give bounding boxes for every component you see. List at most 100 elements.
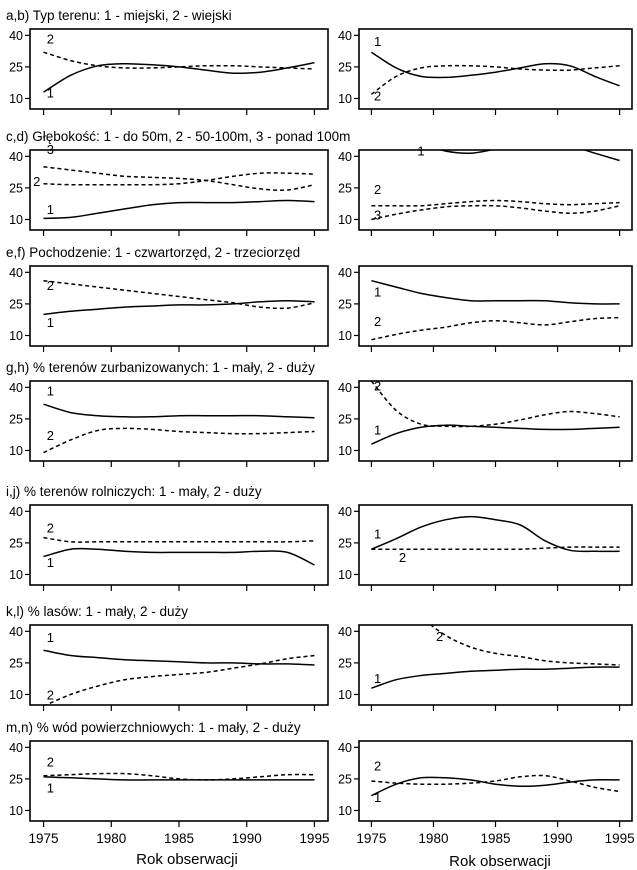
series-label-2: 2 xyxy=(47,428,54,443)
panel-left: 40 25 10 1 2 xyxy=(9,624,329,711)
series-line-2 xyxy=(370,381,620,428)
series-label-1: 1 xyxy=(374,34,381,49)
series-line-3 xyxy=(371,204,620,221)
y-tick-label: 40 xyxy=(9,625,23,639)
x-tick-label: 1995 xyxy=(605,831,635,846)
series-label-2: 2 xyxy=(47,278,54,293)
panel-left: 40 25 10 2 1 xyxy=(9,28,329,115)
series-label-2: 2 xyxy=(47,520,54,535)
x-tick-label: 1995 xyxy=(299,831,329,846)
y-tick-label: 40 xyxy=(338,505,352,519)
panel-right: 40 25 10 2 1 xyxy=(338,378,633,467)
series-label-3: 3 xyxy=(47,142,54,157)
series-line-1 xyxy=(43,403,315,419)
y-tick-label: 25 xyxy=(9,412,23,426)
series-line-1 xyxy=(43,61,315,93)
series-line-2 xyxy=(43,772,315,781)
series-label-2: 2 xyxy=(374,182,381,197)
chart-row-4: g,h) % terenów zurbanizowanych: 1 - mały… xyxy=(6,360,633,467)
chart-row-2: c,d) Głębokość: 1 - do 50m, 2 - 50-100m,… xyxy=(6,129,633,236)
x-axis-title-right: Rok obserwacji xyxy=(449,853,551,870)
series-label-2: 2 xyxy=(399,550,406,565)
panel-row-title: e,f) Pochodzenie: 1 - czwartorzęd, 2 - t… xyxy=(6,245,300,260)
y-tick-label: 40 xyxy=(9,741,23,755)
y-tick-label: 40 xyxy=(338,150,352,164)
plot-frame xyxy=(29,624,329,706)
series-label-2: 2 xyxy=(374,758,381,773)
y-tick-label: 25 xyxy=(338,60,352,74)
series-line-1 xyxy=(43,776,315,781)
chart-rows: a,b) Typ terenu: 1 - miejski, 2 - wiejsk… xyxy=(6,8,633,827)
series-label-1: 1 xyxy=(47,202,54,217)
y-tick-label: 10 xyxy=(9,329,23,343)
x-tick-label: 1975 xyxy=(29,831,59,846)
plot-frame xyxy=(358,149,633,231)
y-tick-label: 10 xyxy=(338,804,352,818)
plot-frame xyxy=(358,624,633,706)
panel-right: 40 25 10 1 2 3 xyxy=(338,143,633,236)
y-tick-label: 25 xyxy=(9,181,23,195)
series-line-2 xyxy=(429,625,620,666)
series-label-2: 2 xyxy=(47,688,54,703)
y-tick-label: 40 xyxy=(338,741,352,755)
y-tick-label: 10 xyxy=(338,92,352,106)
y-tick-label: 40 xyxy=(338,381,352,395)
series-label-1: 1 xyxy=(417,143,424,158)
panel-left: 40 25 10 3 21 xyxy=(9,142,329,236)
panel-left: 40 25 10 2 1 xyxy=(9,740,329,827)
series-line-2 xyxy=(44,654,315,705)
y-tick-label: 10 xyxy=(338,444,352,458)
series-line-2 xyxy=(43,536,315,543)
series-label-1: 1 xyxy=(374,285,381,300)
panel-right: 40 25 10 2 1 xyxy=(338,624,633,711)
series-line-2 xyxy=(371,774,620,793)
series-label-2: 2 xyxy=(374,378,381,393)
series-line-1 xyxy=(43,199,315,220)
y-tick-label: 10 xyxy=(9,444,23,458)
series-line-3 xyxy=(43,166,315,191)
y-tick-label: 25 xyxy=(9,772,23,786)
y-tick-label: 10 xyxy=(9,688,23,702)
x-tick-label: 1985 xyxy=(480,831,510,846)
y-tick-label: 25 xyxy=(338,536,352,550)
y-tick-label: 25 xyxy=(338,656,352,670)
series-line-1 xyxy=(438,150,620,162)
panel-right: 40 25 10 1 2 xyxy=(338,504,633,591)
y-tick-label: 10 xyxy=(338,329,352,343)
y-tick-label: 25 xyxy=(338,412,352,426)
y-tick-label: 10 xyxy=(338,213,352,227)
y-tick-label: 40 xyxy=(9,150,23,164)
series-label-2: 2 xyxy=(436,629,443,644)
y-tick-label: 10 xyxy=(338,688,352,702)
y-tick-label: 10 xyxy=(9,568,23,582)
chart-row-1: a,b) Typ terenu: 1 - miejski, 2 - wiejsk… xyxy=(6,8,633,115)
plot-frame xyxy=(29,265,329,347)
series-line-1 xyxy=(43,547,315,566)
series-line-2 xyxy=(371,199,620,207)
y-tick-label: 40 xyxy=(9,381,23,395)
y-tick-label: 10 xyxy=(9,804,23,818)
series-line-1 xyxy=(370,51,620,87)
series-line-2 xyxy=(43,427,315,454)
x-tick-label: 1985 xyxy=(164,831,194,846)
series-line-1 xyxy=(371,515,620,553)
x-axis-title-left: Rok obserwacji xyxy=(136,851,238,868)
series-label-2: 2 xyxy=(47,32,54,47)
panel-row-title: c,d) Głębokość: 1 - do 50m, 2 - 50-100m,… xyxy=(6,129,350,144)
plot-frame xyxy=(29,740,329,822)
panel-left: 40 25 10 1 2 xyxy=(9,380,329,467)
y-tick-label: 40 xyxy=(9,505,23,519)
y-tick-label: 25 xyxy=(9,297,23,311)
x-tick-label: 1990 xyxy=(232,831,262,846)
x-tick-label: 1975 xyxy=(356,831,386,846)
series-label-1: 1 xyxy=(374,671,381,686)
series-line-2 xyxy=(43,172,315,186)
series-label-1: 1 xyxy=(47,630,54,645)
series-label-2: 2 xyxy=(33,174,40,189)
series-line-1 xyxy=(371,666,620,689)
series-label-1: 1 xyxy=(47,315,54,330)
series-label-2: 2 xyxy=(374,89,381,104)
y-tick-label: 40 xyxy=(338,625,352,639)
x-axis-labels: 1975 1980 1985 1990 1995 1975 1980 1985 1990 1995 xyxy=(29,831,635,846)
